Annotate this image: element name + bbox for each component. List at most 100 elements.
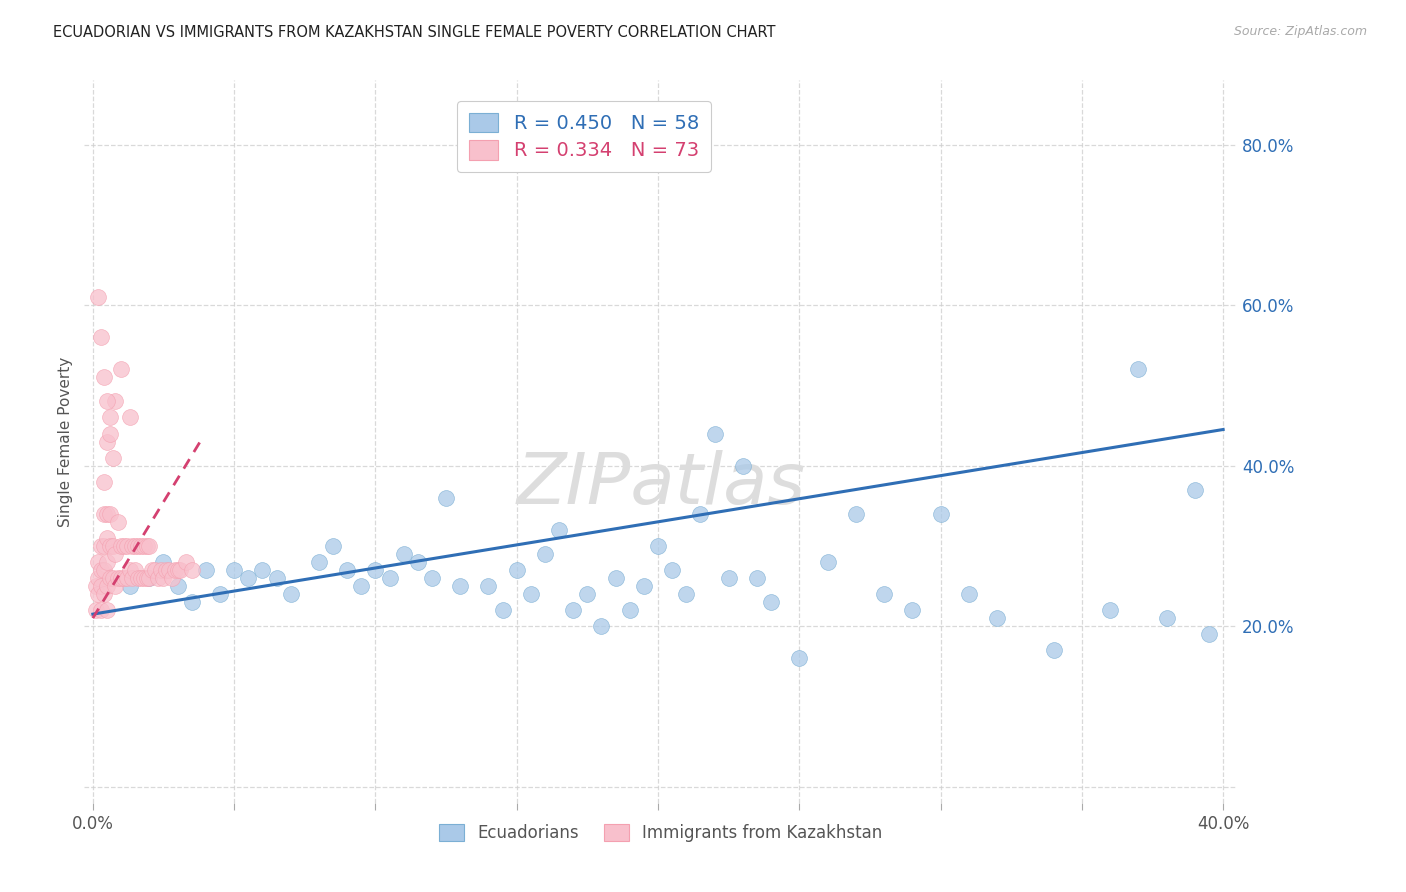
Point [957,587,980,601]
Point [406,555,429,569]
Text: ECUADORIAN VS IMMIGRANTS FROM KAZAKHSTAN SINGLE FEMALE POVERTY CORRELATION CHART: ECUADORIAN VS IMMIGRANTS FROM KAZAKHSTAN… [53,25,776,40]
Point [84,603,107,617]
Point [132,571,155,585]
Point [675,587,697,601]
Point [90,563,112,577]
Point [929,507,952,521]
Point [146,571,169,585]
Point [138,539,160,553]
Point [129,571,152,585]
Point [703,426,725,441]
Point [166,563,188,577]
Point [93,507,115,521]
Point [689,507,711,521]
Point [817,555,839,569]
Point [118,579,141,593]
Point [591,619,613,633]
Point [124,539,146,553]
Point [96,507,118,521]
Point [101,539,124,553]
Point [238,571,260,585]
Point [194,563,217,577]
Point [93,539,115,553]
Point [96,434,118,449]
Point [1184,483,1206,497]
Point [110,571,132,585]
Point [118,410,141,425]
Point [901,603,924,617]
Point [392,547,415,561]
Point [138,571,160,585]
Point [157,563,180,577]
Point [280,587,302,601]
Point [845,507,868,521]
Point [118,563,141,577]
Point [98,507,121,521]
Point [101,450,124,465]
Point [141,563,163,577]
Point [115,571,138,585]
Point [619,603,641,617]
Point [787,651,810,665]
Point [115,539,138,553]
Point [873,587,896,601]
Point [121,571,143,585]
Point [364,563,387,577]
Point [266,571,288,585]
Point [152,571,174,585]
Point [449,579,471,593]
Point [90,603,112,617]
Point [98,410,121,425]
Point [93,370,115,384]
Point [252,563,274,577]
Point [96,603,118,617]
Point [986,611,1008,625]
Point [166,579,188,593]
Point [84,579,107,593]
Point [548,523,571,537]
Point [576,587,599,601]
Point [121,539,143,553]
Point [731,458,754,473]
Point [163,563,186,577]
Point [477,579,499,593]
Point [1198,627,1220,641]
Point [378,571,401,585]
Point [90,330,112,344]
Point [420,571,443,585]
Point [129,539,152,553]
Point [208,587,231,601]
Point [93,563,115,577]
Point [143,563,166,577]
Point [661,563,683,577]
Point [135,571,157,585]
Point [534,547,557,561]
Point [759,595,782,609]
Point [1099,603,1122,617]
Point [160,571,183,585]
Point [87,571,110,585]
Point [434,491,457,505]
Point [1128,362,1150,376]
Point [104,394,127,409]
Point [350,579,373,593]
Point [152,555,174,569]
Point [87,555,110,569]
Point [520,587,543,601]
Point [491,603,513,617]
Point [96,579,118,593]
Point [633,579,655,593]
Point [98,426,121,441]
Point [90,579,112,593]
Point [87,290,110,304]
Point [110,539,132,553]
Point [127,539,149,553]
Point [169,563,191,577]
Point [112,571,135,585]
Point [308,555,330,569]
Point [107,571,129,585]
Point [87,587,110,601]
Point [107,515,129,529]
Point [647,539,669,553]
Point [98,539,121,553]
